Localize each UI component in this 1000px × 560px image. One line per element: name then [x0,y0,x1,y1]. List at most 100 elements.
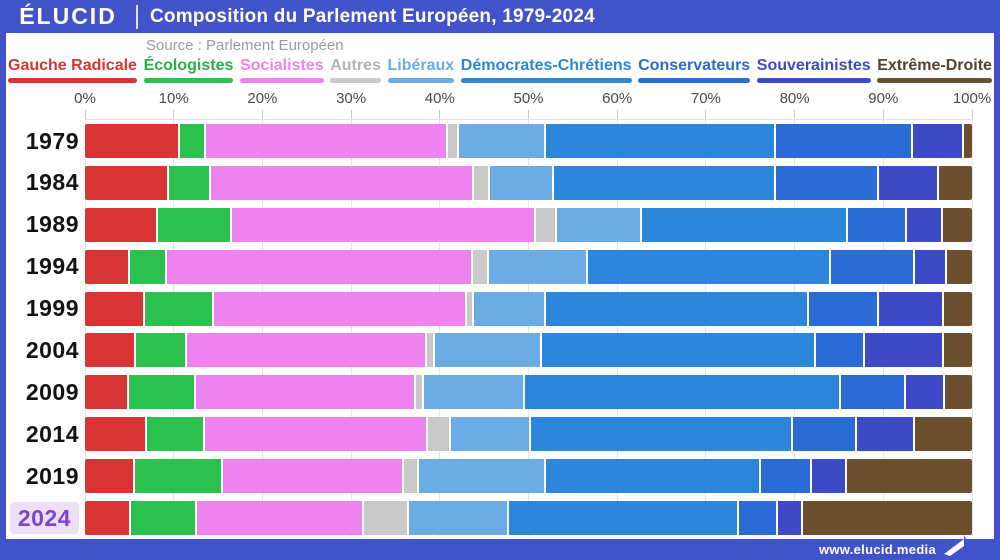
year-cell: 2004 [6,337,79,364]
year-label-2019: 2019 [25,462,79,489]
chart-row-2009: 2009 [6,375,972,410]
stacked-bar-1999 [85,291,972,326]
bar-segment-socialistes [197,501,362,536]
year-cell: 2019 [6,463,79,490]
chart-row-2014: 2014 [6,417,972,452]
gridline [84,120,86,536]
bar-segment-socialistes [231,207,535,242]
bar-segment-souverainistes [915,249,945,284]
bar-segment-liberaux [409,501,507,536]
bar-segment-socialistes [187,333,426,368]
legend-swatch [239,77,324,83]
bar-segment-democrates-chretiens [546,459,759,494]
bar-segment-conservateurs [840,375,905,410]
axis-tick-mark [261,110,263,119]
chart-row-2024: 2024 [6,501,972,536]
bar-segment-democrates-chretiens [508,501,737,536]
bar-segment-democrates-chretiens [554,165,775,200]
frame-border-right [994,33,1000,560]
legend-item-ecologistes: Écologistes [143,57,234,83]
bar-segment-souverainistes [777,501,802,536]
gridline [616,120,618,536]
bar-segment-liberaux [435,333,540,368]
bar-segment-socialistes [204,417,427,452]
axis-tick-mark [173,110,175,119]
stacked-bar-2019 [85,459,973,494]
gridline [705,120,707,536]
bar-segment-socialistes [210,165,473,200]
legend-label: Libéraux [387,57,455,74]
bar-segment-ecologistes [168,165,209,200]
bar-segment-socialistes [223,459,402,494]
legend-label: Écologistes [143,57,234,74]
legend-item-extreme-droite: Extrême-Droite [877,57,992,83]
bar-segment-autres [363,501,408,536]
bar-segment-extreme-droite [847,459,973,494]
bar-segment-souverainistes [913,124,963,158]
axis-tick-label: 0% [74,90,96,107]
axis-tick-label: 40% [424,90,455,107]
legend-swatch [460,77,632,83]
legend-item-socialistes: Socialistes [239,57,324,83]
gridline [882,120,884,536]
year-label-1989: 1989 [25,211,79,238]
year-cell: 2014 [6,421,79,448]
bar-segment-extreme-droite [914,417,972,452]
legend-item-souverainistes: Souverainistes [756,57,871,83]
chart-row-1994: 1994 [6,249,973,284]
bar-segment-liberaux [474,291,545,326]
year-label-2004: 2004 [25,336,79,363]
legend-swatch [638,77,751,83]
chart-row-2019: 2019 [6,459,973,494]
axis-tick-mark [705,110,707,119]
frame-border-left [0,33,6,560]
bar-segment-extreme-droite [944,291,972,326]
legend-label: Autres [330,57,381,74]
legend: Gauche Radicale Écologistes Socialistes Aut… [8,57,992,83]
axis-tick-mark [439,110,441,119]
legend-item-democrates-chretiens: Démocrates-Chrétiens [460,57,632,83]
legend-label: Socialistes [239,57,324,74]
bar-segment-autres [428,417,449,452]
header-divider [136,4,138,29]
gridline [261,120,263,536]
legend-label: Démocrates-Chrétiens [460,57,632,74]
legend-label: Souverainistes [756,57,871,74]
bar-segment-gauche-radicale [85,333,134,368]
year-label-2009: 2009 [25,378,79,405]
bar-segment-democrates-chretiens [530,417,791,452]
year-cell: 1984 [6,169,79,196]
bar-segment-extreme-droite [944,333,972,368]
axis-tick-mark [350,110,352,119]
bar-segment-gauche-radicale [85,124,179,158]
x-axis-ticks [84,110,973,119]
bar-segment-gauche-radicale [85,417,146,452]
legend-item-gauche-radicale: Gauche Radicale [8,57,137,83]
bar-segment-socialistes [205,124,447,158]
footer-bar: www.elucid.media [0,534,1000,560]
bar-segment-gauche-radicale [85,207,156,242]
bar-segment-liberaux [418,459,545,494]
bar-segment-democrates-chretiens [525,375,839,410]
bar-segment-autres [467,291,473,326]
bar-segment-gauche-radicale [85,291,144,326]
axis-tick-label: 10% [158,90,189,107]
stacked-bar-1989 [85,207,972,242]
year-cell: 1999 [6,295,79,322]
axis-tick-label: 30% [336,90,367,107]
bar-segment-autres [473,249,488,284]
stacked-bar-2009 [85,375,972,410]
axis-tick-label: 70% [690,90,721,107]
bar-segment-extreme-droite [946,249,973,284]
bar-segment-souverainistes [906,375,943,410]
legend-label: Extrême-Droite [877,57,992,74]
year-cell: 1979 [6,128,79,155]
page-title: Composition du Parlement Européen, 1979-… [150,5,595,27]
axis-tick-mark [616,110,618,119]
bar-segment-extreme-droite [945,375,972,410]
chart-row-1979: 1979 [6,124,972,158]
bar-segment-ecologistes [129,249,166,284]
bar-segment-ecologistes [134,459,222,494]
bar-segment-conservateurs [831,249,914,284]
